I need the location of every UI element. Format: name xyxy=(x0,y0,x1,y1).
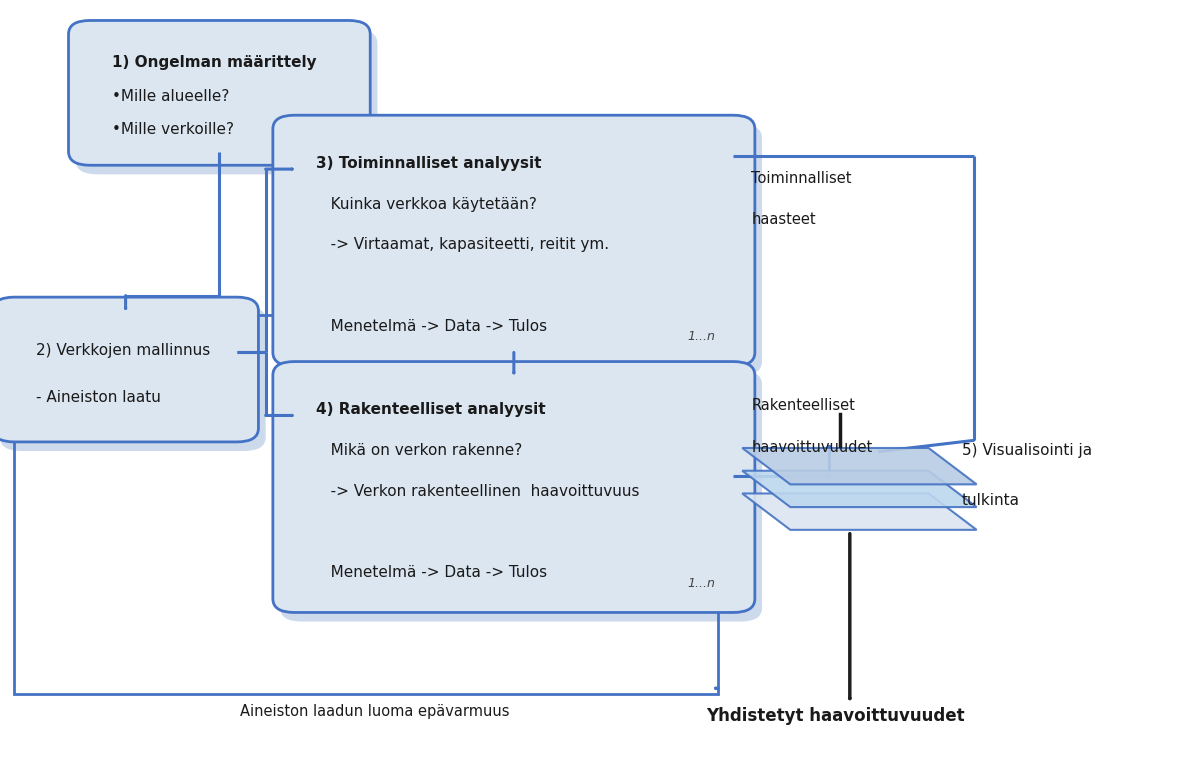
Text: 5) Visualisointi ja: 5) Visualisointi ja xyxy=(962,443,1091,459)
Text: 1) Ongelman määrittely: 1) Ongelman määrittely xyxy=(112,55,316,70)
Text: 2) Verkkojen mallinnus: 2) Verkkojen mallinnus xyxy=(36,343,210,359)
Text: Rakenteelliset: Rakenteelliset xyxy=(751,398,855,413)
Text: tulkinta: tulkinta xyxy=(962,493,1019,508)
Text: Toiminnalliset: Toiminnalliset xyxy=(751,171,852,186)
Text: 4) Rakenteelliset analyysit: 4) Rakenteelliset analyysit xyxy=(316,402,546,417)
FancyBboxPatch shape xyxy=(273,362,755,612)
Text: haavoittuvuudet: haavoittuvuudet xyxy=(751,440,873,455)
FancyBboxPatch shape xyxy=(0,297,258,442)
Text: 1...n: 1...n xyxy=(688,577,715,590)
Text: 1...n: 1...n xyxy=(688,330,715,343)
FancyBboxPatch shape xyxy=(0,306,266,451)
FancyBboxPatch shape xyxy=(76,30,377,174)
Text: -> Verkon rakenteellinen  haavoittuvuus: -> Verkon rakenteellinen haavoittuvuus xyxy=(316,484,639,499)
Polygon shape xyxy=(742,448,976,484)
FancyBboxPatch shape xyxy=(273,115,755,366)
Text: Menetelmä -> Data -> Tulos: Menetelmä -> Data -> Tulos xyxy=(316,318,547,334)
Text: haasteet: haasteet xyxy=(751,212,816,227)
Text: •Mille verkoille?: •Mille verkoille? xyxy=(112,122,233,137)
Text: - Aineiston laatu: - Aineiston laatu xyxy=(36,390,161,406)
Text: Aineiston laadun luoma epävarmuus: Aineiston laadun luoma epävarmuus xyxy=(240,703,510,719)
FancyBboxPatch shape xyxy=(69,20,370,165)
Text: Yhdistetyt haavoittuvuudet: Yhdistetyt haavoittuvuudet xyxy=(706,707,965,725)
Text: Kuinka verkkoa käytetään?: Kuinka verkkoa käytetään? xyxy=(316,196,537,211)
FancyBboxPatch shape xyxy=(280,124,762,375)
FancyBboxPatch shape xyxy=(280,371,762,622)
Polygon shape xyxy=(742,493,976,530)
Text: 3) Toiminnalliset analyysit: 3) Toiminnalliset analyysit xyxy=(316,156,542,171)
Polygon shape xyxy=(742,471,976,507)
Text: Menetelmä -> Data -> Tulos: Menetelmä -> Data -> Tulos xyxy=(316,565,547,580)
Text: -> Virtaamat, kapasiteetti, reitit ym.: -> Virtaamat, kapasiteetti, reitit ym. xyxy=(316,237,609,252)
Text: •Mille alueelle?: •Mille alueelle? xyxy=(112,89,230,104)
Text: Mikä on verkon rakenne?: Mikä on verkon rakenne? xyxy=(316,443,523,458)
